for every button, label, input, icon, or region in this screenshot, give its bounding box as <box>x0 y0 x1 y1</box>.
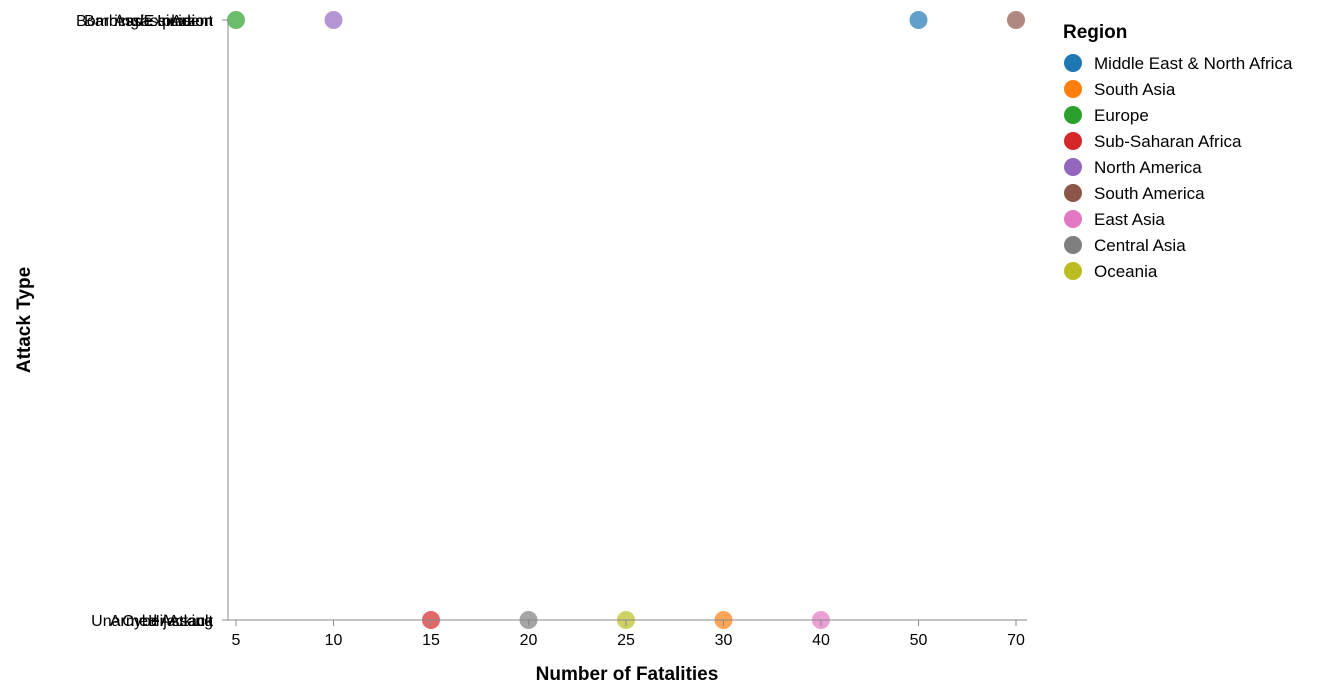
x-tick-label: 50 <box>910 632 928 649</box>
x-tick-label: 30 <box>715 632 733 649</box>
x-axis-title: Number of Fatalities <box>536 664 719 685</box>
y-tick-label: Unarmed Assault <box>91 613 213 630</box>
data-point <box>324 11 343 29</box>
x-tick-label: 20 <box>520 632 538 649</box>
legend-swatch <box>1064 210 1082 228</box>
y-tick-label: Assassination <box>114 13 213 30</box>
legend-swatch <box>1064 80 1082 98</box>
data-points <box>227 11 1025 629</box>
legend-label: Central Asia <box>1094 236 1186 255</box>
legend-swatch <box>1064 54 1082 72</box>
legend-label: Europe <box>1094 106 1149 125</box>
x-tick-label: 25 <box>617 632 635 649</box>
x-tick-label: 5 <box>232 632 241 649</box>
x-axis-ticks: 5 10 15 20 25 30 40 50 70 <box>232 620 1025 649</box>
y-tick-label: Arson <box>171 13 213 30</box>
legend-title: Region <box>1063 22 1127 43</box>
legend-swatch <box>1064 262 1082 280</box>
legend-label: East Asia <box>1094 210 1165 229</box>
y-tick-label: Armed Assault <box>110 613 214 630</box>
legend-swatch <box>1064 236 1082 254</box>
x-tick-label: 70 <box>1007 632 1025 649</box>
y-tick-label: Hijacking <box>148 613 213 630</box>
legend-label: South Asia <box>1094 80 1176 99</box>
y-tick-label: Barricade Incident <box>84 13 214 30</box>
legend-label: Oceania <box>1094 262 1158 281</box>
y-tick-label: Bombing/Explosion <box>76 13 213 30</box>
data-point <box>227 11 245 29</box>
data-point <box>1007 11 1025 29</box>
legend-swatch <box>1064 184 1082 202</box>
legend-label: North America <box>1094 158 1202 177</box>
data-point <box>909 11 928 29</box>
legend-entries: Middle East & North Africa South Asia Euro… <box>1064 54 1293 281</box>
x-tick-label: 40 <box>812 632 830 649</box>
y-axis-title: Attack Type <box>14 267 35 373</box>
legend-label: Sub-Saharan Africa <box>1094 132 1242 151</box>
y-tick-label: Cyber Attack <box>122 613 214 630</box>
legend-swatch <box>1064 106 1082 124</box>
legend-label: Middle East & North Africa <box>1094 54 1293 73</box>
legend-swatch <box>1064 158 1082 176</box>
plot-area: 5 10 15 20 25 30 40 50 70 Bombing/ExplosionBarri… <box>14 11 1027 685</box>
legend-swatch <box>1064 132 1082 150</box>
x-tick-label: 15 <box>422 632 440 649</box>
legend-label: South America <box>1094 184 1205 203</box>
legend: Region Middle East & North Africa South A… <box>1063 22 1293 281</box>
x-tick-label: 10 <box>325 632 343 649</box>
